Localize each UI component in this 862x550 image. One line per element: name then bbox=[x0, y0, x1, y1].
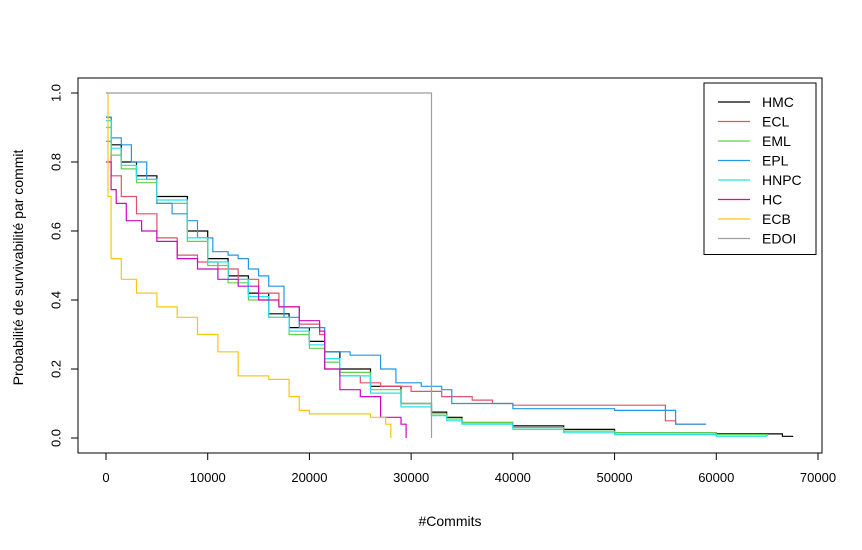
y-axis: 0.0 0.2 0.4 0.6 0.8 1.0 bbox=[49, 84, 79, 447]
x-tick-label: 20000 bbox=[291, 470, 327, 485]
y-axis-title: Probabilité de survivabilité par commit bbox=[10, 150, 26, 386]
series-line-epl bbox=[106, 116, 707, 425]
legend-label-epl: EPL bbox=[762, 153, 789, 169]
x-axis: 0 10000 20000 30000 40000 50000 60000 70000 bbox=[102, 452, 836, 485]
y-tick-label: 0.4 bbox=[49, 291, 64, 309]
x-tick-label: 60000 bbox=[698, 470, 734, 485]
legend-label-hmc: HMC bbox=[762, 94, 794, 110]
legend-label-eml: EML bbox=[762, 133, 791, 149]
series-line-edoi bbox=[106, 92, 433, 438]
series-line-hc bbox=[106, 161, 407, 438]
legend-label-hc: HC bbox=[762, 192, 782, 208]
y-tick-label: 0.8 bbox=[49, 153, 64, 171]
series-line-ecl bbox=[106, 140, 707, 425]
y-tick-label: 1.0 bbox=[49, 84, 64, 102]
x-tick-label: 40000 bbox=[495, 470, 531, 485]
x-tick-label: 50000 bbox=[596, 470, 632, 485]
legend: HMC ECL EML EPL HNPC HC ECB EDOI bbox=[703, 82, 817, 255]
x-tick-label: 30000 bbox=[393, 470, 429, 485]
series-line-ecb bbox=[106, 92, 392, 438]
legend-label-edoi: EDOI bbox=[762, 231, 796, 247]
legend-box bbox=[703, 82, 817, 255]
series-layer bbox=[106, 92, 794, 438]
series-line-hnpc bbox=[106, 120, 768, 437]
legend-label-ecb: ECB bbox=[762, 211, 791, 227]
x-tick-label: 70000 bbox=[800, 470, 836, 485]
x-tick-label: 0 bbox=[102, 470, 109, 485]
legend-label-hnpc: HNPC bbox=[762, 172, 802, 188]
x-tick-label: 10000 bbox=[190, 470, 226, 485]
y-tick-label: 0.6 bbox=[49, 222, 64, 240]
y-tick-label: 0.2 bbox=[49, 360, 64, 378]
series-line-hmc bbox=[106, 116, 794, 437]
x-axis-title: #Commits bbox=[418, 513, 481, 529]
legend-label-ecl: ECL bbox=[762, 114, 789, 130]
series-line-eml bbox=[106, 126, 768, 437]
y-tick-label: 0.0 bbox=[49, 429, 64, 447]
